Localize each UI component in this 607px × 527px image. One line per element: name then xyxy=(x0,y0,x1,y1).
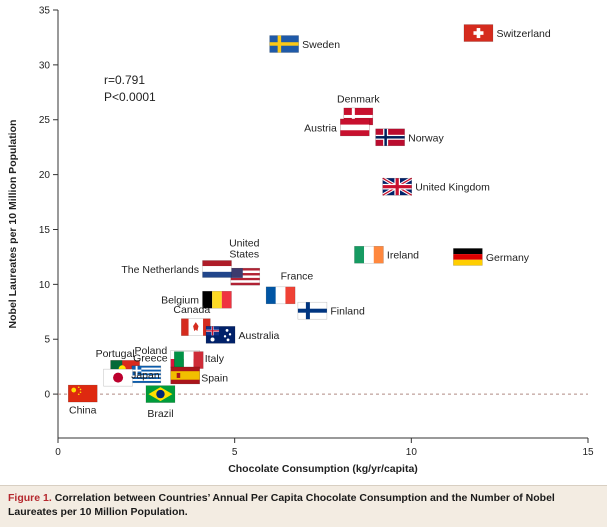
scatter-chart: 0 5 10 15 20 25 30 35 0 5 10 15 Chocolate Consumptio… xyxy=(7,6,594,476)
flag-austria-icon xyxy=(340,118,370,137)
y-axis-label: Nobel Laureates per 10 Million Populatio… xyxy=(7,120,19,329)
flag-japan-icon xyxy=(103,368,133,387)
label-portugal: Portugal xyxy=(96,348,135,360)
caption-label: Figure 1. xyxy=(8,492,52,504)
label-italy: Italy xyxy=(205,353,225,365)
label-china: China xyxy=(69,405,97,417)
correlation-value: r=0.791 xyxy=(104,73,145,87)
y-tick-label: 20 xyxy=(39,170,51,181)
label-canada: Canada xyxy=(173,304,210,316)
label-sweden: Sweden xyxy=(302,39,340,51)
flag-uk-icon xyxy=(381,176,413,197)
label-switzerland: Switzerland xyxy=(496,28,550,40)
flag-belgium-icon xyxy=(202,290,232,309)
x-tick-label: 15 xyxy=(582,447,594,458)
flag-switzerland-icon xyxy=(463,24,494,42)
y-tick-label: 15 xyxy=(39,225,51,236)
label-norway: Norway xyxy=(408,132,444,144)
label-poland: Poland xyxy=(134,345,167,357)
y-tick-label: 5 xyxy=(44,335,50,346)
label-austria: Austria xyxy=(304,122,337,134)
y-tick-label: 0 xyxy=(44,390,50,401)
label-usa: United States xyxy=(229,238,260,261)
p-value: P<0.0001 xyxy=(104,90,156,104)
flag-sweden-icon xyxy=(269,35,299,53)
label-ireland: Ireland xyxy=(387,250,419,262)
y-tick-label: 25 xyxy=(39,115,51,126)
flag-italy-icon xyxy=(173,351,204,369)
flag-netherlands-icon xyxy=(202,260,232,278)
caption-text: Correlation between Countries’ Annual Pe… xyxy=(8,492,555,518)
flag-france-icon xyxy=(265,286,296,305)
label-australia: Australia xyxy=(239,330,280,342)
label-finland: Finland xyxy=(330,306,365,318)
x-tick-label: 0 xyxy=(55,447,61,458)
flag-germany-icon xyxy=(453,248,483,266)
label-brazil: Brazil xyxy=(147,408,173,420)
label-netherlands: The Netherlands xyxy=(121,264,199,276)
label-belgium: Belgium xyxy=(161,295,199,307)
y-tick-label: 35 xyxy=(39,6,51,17)
label-japan: Japan xyxy=(131,370,160,382)
label-france: France xyxy=(281,270,314,282)
label-germany: Germany xyxy=(486,252,530,264)
flag-ireland-icon xyxy=(354,245,384,264)
y-tick-label: 10 xyxy=(39,280,51,291)
flag-spain-icon xyxy=(170,366,200,385)
x-axis-label: Chocolate Consumption (kg/yr/capita) xyxy=(228,463,418,475)
flag-finland-icon xyxy=(297,301,328,320)
figure-caption: Figure 1. Correlation between Countries’… xyxy=(0,485,607,527)
flag-usa-icon xyxy=(230,267,261,286)
y-tick-label: 30 xyxy=(39,60,51,71)
label-greece: Greece xyxy=(133,352,168,364)
flag-china-icon xyxy=(67,384,98,403)
x-tick-label: 5 xyxy=(232,447,238,458)
x-tick-label: 10 xyxy=(406,447,418,458)
flag-greece-icon xyxy=(131,365,162,384)
flag-norway-icon xyxy=(375,128,405,147)
label-denmark: Denmark xyxy=(337,93,380,105)
flag-australia-icon xyxy=(205,326,236,344)
flag-brazil-icon xyxy=(145,385,176,403)
label-spain: Spain xyxy=(201,372,228,384)
label-uk: United Kingdom xyxy=(415,182,490,194)
